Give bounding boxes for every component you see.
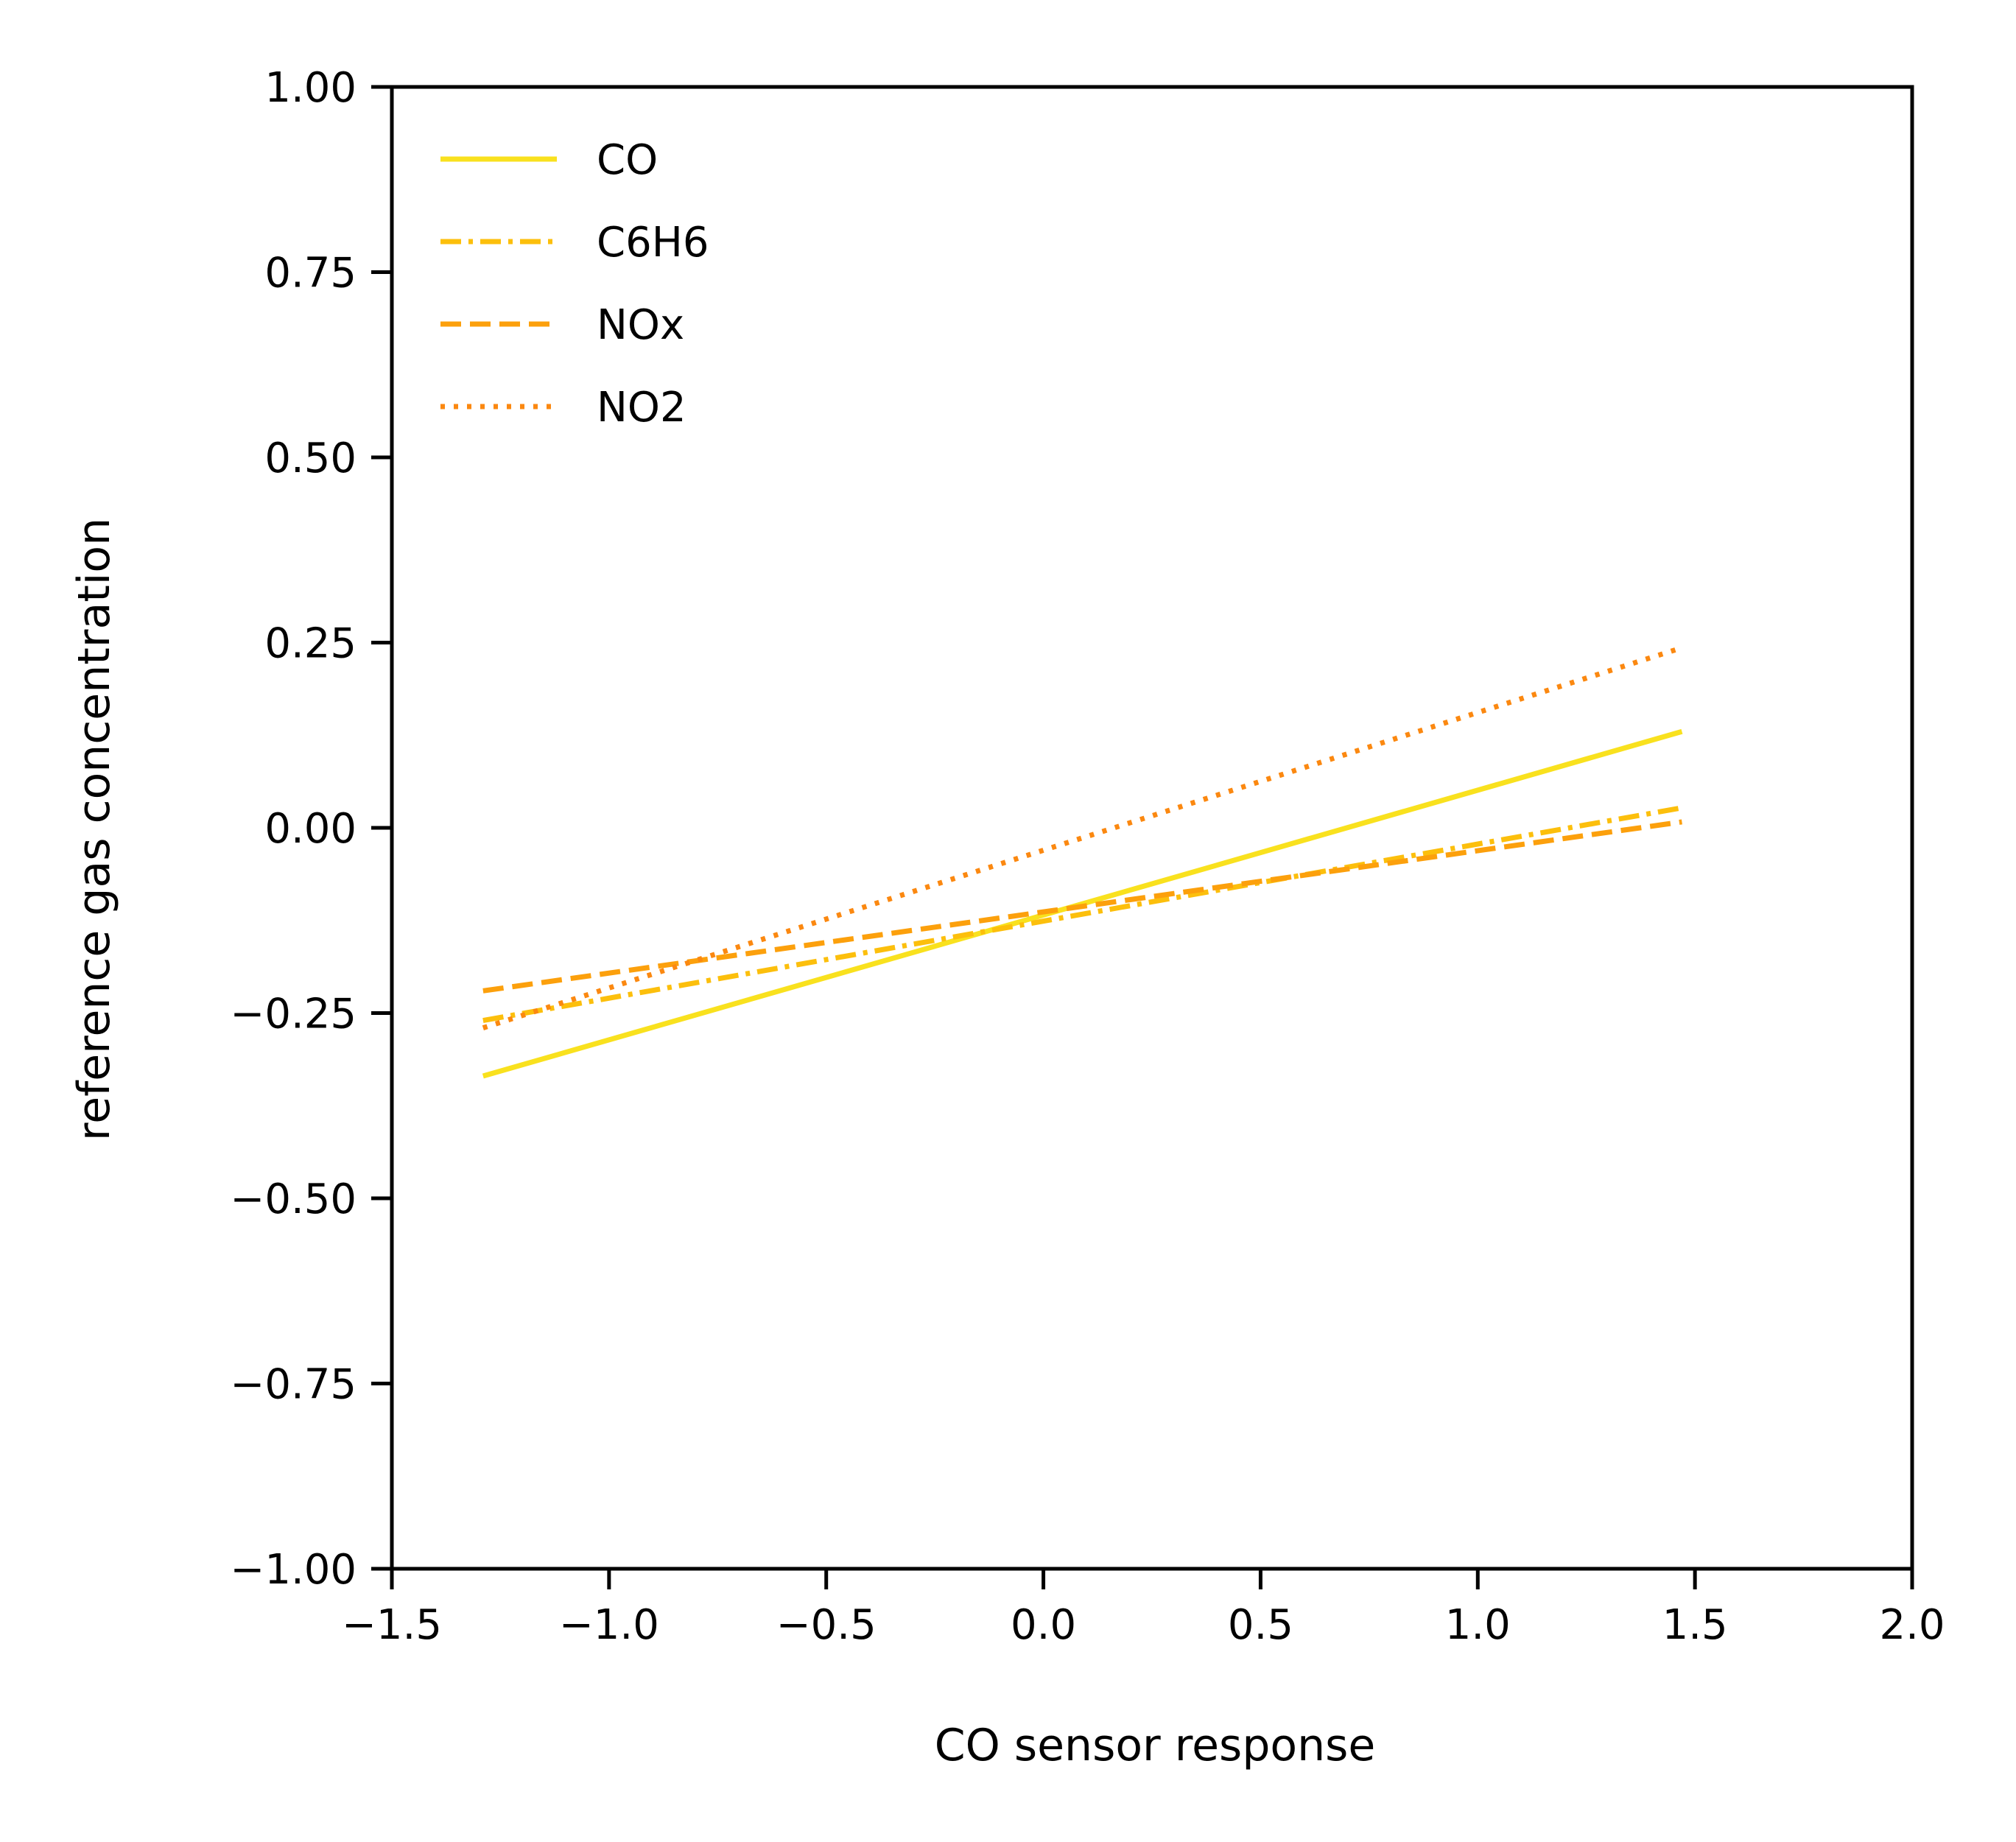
x-tick-label: −1.5	[342, 1601, 442, 1649]
legend-label: NOx	[597, 301, 684, 349]
legend-label: NO2	[597, 384, 686, 432]
y-tick-label: −0.50	[230, 1175, 357, 1223]
x-tick-label: 2.0	[1879, 1601, 1945, 1649]
x-tick-label: 0.5	[1228, 1601, 1293, 1649]
y-tick-label: −0.75	[230, 1361, 357, 1409]
y-tick-label: 0.25	[264, 620, 357, 668]
y-axis-label: reference gas concentration	[69, 518, 120, 1141]
y-tick-label: 0.50	[264, 435, 357, 482]
y-tick-label: −1.00	[230, 1546, 357, 1594]
legend-label: CO	[597, 136, 658, 184]
legend-label: C6H6	[597, 219, 709, 267]
x-tick-label: −1.0	[559, 1601, 659, 1649]
series-line-no2	[482, 645, 1683, 1030]
legend-item-co: CO	[440, 136, 658, 184]
series-line-c6h6	[482, 805, 1683, 1024]
y-tick-label: 1.00	[264, 64, 357, 112]
ticks-layer: −1.5 −1.0 −0.5 0.0 0.5 1.0 1.5 2.0 1.00 0.75 0.50 0…	[230, 64, 1945, 1649]
series-layer	[482, 645, 1683, 1079]
legend-item-nox: NOx	[440, 301, 684, 349]
x-tick-label: 1.5	[1662, 1601, 1728, 1649]
legend: CO C6H6 NOx NO2	[440, 136, 709, 432]
x-tick-label: 0.0	[1011, 1601, 1076, 1649]
x-axis-label: CO sensor response	[935, 1720, 1376, 1771]
y-tick-label: 0.00	[264, 805, 357, 853]
y-tick-label: 0.75	[264, 250, 357, 298]
legend-item-c6h6: C6H6	[440, 219, 709, 267]
x-tick-label: −0.5	[776, 1601, 877, 1649]
series-line-nox	[482, 819, 1682, 994]
x-tick-label: 1.0	[1445, 1601, 1511, 1649]
y-tick-label: −0.25	[230, 991, 357, 1038]
legend-item-no2: NO2	[440, 384, 686, 432]
